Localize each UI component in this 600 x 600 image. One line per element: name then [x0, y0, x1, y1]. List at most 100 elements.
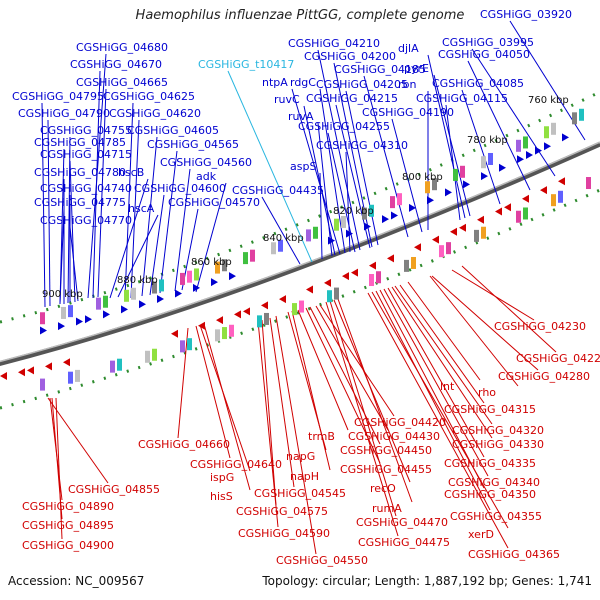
reverse-gene-label[interactable]: CGSHiGG_04330 — [452, 438, 544, 451]
reverse-gene-label[interactable]: CGSHiGG_04225 — [516, 352, 600, 365]
forward-gene-label[interactable]: CGSHiGG_04790 — [18, 107, 110, 120]
reverse-gene-label[interactable]: CGSHiGG_04320 — [452, 424, 544, 437]
cog-block — [222, 327, 227, 340]
forward-gene-label[interactable]: CGSHiGG_04205 — [316, 78, 408, 91]
reverse-gene-label[interactable]: CGSHiGG_04430 — [348, 430, 440, 443]
forward-gene-label[interactable]: CGSHiGG_04115 — [416, 92, 508, 105]
reverse-gene-label[interactable]: hisS — [210, 490, 233, 503]
forward-gene-label[interactable]: CGSHiGG_04560 — [160, 156, 252, 169]
forward-gene-label-leader — [391, 118, 423, 233]
forward-gene-label-leader — [149, 194, 165, 296]
forward-gene-label[interactable]: rdgC — [290, 76, 316, 89]
forward-gene-label[interactable]: CGSHiGG_04570 — [168, 196, 260, 209]
reverse-gene-label[interactable]: CGSHiGG_04340 — [448, 476, 540, 489]
reverse-gene-label[interactable]: CGSHiGG_04475 — [358, 536, 450, 549]
forward-gene-label[interactable]: CGSHiGG_04310 — [316, 139, 408, 152]
reverse-gene-label[interactable]: lnt — [440, 380, 455, 393]
kbp-tick-label: 780 kbp — [467, 135, 508, 146]
reverse-gene-label[interactable]: CGSHiGG_04355 — [450, 510, 542, 523]
forward-gene-label[interactable]: ntpA — [262, 76, 288, 89]
forward-gene-label[interactable]: CGSHiGG_04565 — [147, 138, 239, 151]
forward-gene-label[interactable]: pyrE — [404, 62, 429, 75]
reverse-gene-arrow — [540, 186, 547, 195]
forward-gene-label[interactable]: CGSHiGG_03995 — [442, 36, 534, 49]
reverse-gene-label[interactable]: CGSHiGG_04420 — [354, 416, 446, 429]
forward-gene-label[interactable]: ruvC — [274, 93, 300, 106]
reverse-gene-label-leader — [379, 289, 485, 489]
forward-gene-label[interactable]: CGSHiGG_04185 — [334, 63, 426, 76]
reverse-gene-label[interactable]: CGSHiGG_04335 — [444, 457, 536, 470]
forward-gene-label-leader — [59, 208, 65, 304]
reverse-gene-label[interactable]: rumA — [372, 502, 402, 515]
forward-gene-label[interactable]: aspS — [290, 160, 316, 173]
forward-gene-label[interactable]: rbn — [398, 78, 417, 91]
cog-block — [362, 207, 367, 220]
forward-gene-label[interactable]: CGSHiGG_04050 — [438, 48, 530, 61]
reverse-gene-label[interactable]: CGSHiGG_04365 — [468, 548, 560, 561]
forward-gene-label[interactable]: CGSHiGG_04670 — [70, 58, 162, 71]
reverse-gene-label[interactable]: CGSHiGG_04315 — [444, 403, 536, 416]
reverse-gene-label[interactable]: CGSHiGG_04575 — [236, 505, 328, 518]
forward-gene-label[interactable]: CGSHiGG_04255 — [298, 120, 390, 133]
forward-gene-label[interactable]: CGSHiGG_04770 — [40, 214, 132, 227]
reverse-gene-arrow — [198, 321, 205, 330]
reverse-gene-label[interactable]: xerD — [468, 528, 494, 541]
reverse-gene-label[interactable]: napH — [290, 470, 319, 483]
forward-gene-label-leader — [69, 226, 79, 302]
forward-gene-label[interactable]: hscA — [128, 202, 155, 215]
forward-gene-label[interactable]: CGSHiGG_04620 — [109, 107, 201, 120]
forward-gene-label[interactable]: djlA — [398, 42, 419, 55]
forward-gene-label[interactable]: CGSHiGG_04715 — [40, 148, 132, 161]
forward-gene-label[interactable]: CGSHiGG_04190 — [362, 106, 454, 119]
forward-gene-label[interactable]: CGSHiGG_04785 — [34, 136, 126, 149]
forward-gene-label[interactable]: CGSHiGG_04435 — [232, 184, 324, 197]
reverse-gene-label[interactable]: rho — [478, 386, 496, 399]
reverse-gene-label[interactable]: CGSHiGG_04590 — [238, 527, 330, 540]
forward-gene-label[interactable]: adk — [196, 170, 217, 183]
forward-gene-label[interactable]: CGSHiGG_04625 — [103, 90, 195, 103]
reverse-gene-label[interactable]: CGSHiGG_04280 — [498, 370, 590, 383]
forward-gene-label[interactable]: ruvA — [288, 110, 314, 123]
reverse-gene-label[interactable]: CGSHiGG_04890 — [22, 500, 114, 513]
reverse-gene-label[interactable]: CGSHiGG_04455 — [340, 463, 432, 476]
forward-gene-label[interactable]: CGSHiGG_04085 — [432, 77, 524, 90]
forward-gene-label[interactable]: CGSHiGG_04215 — [306, 92, 398, 105]
reverse-gene-label-leader — [257, 320, 279, 528]
cog-block — [278, 239, 283, 252]
forward-gene-label[interactable]: CGSHiGG_04755 — [40, 124, 132, 137]
reverse-gene-arrow — [324, 278, 331, 287]
forward-gene-label[interactable]: CGSHiGG_04605 — [127, 124, 219, 137]
reverse-gene-label[interactable]: CGSHiGG_04450 — [340, 444, 432, 457]
forward-gene-label[interactable]: CGSHiGG_04740 — [40, 182, 132, 195]
reverse-gene-label[interactable]: CGSHiGG_04550 — [276, 554, 368, 567]
forward-gene-label[interactable]: CGSHiGG_04600 — [134, 182, 226, 195]
forward-gene-label[interactable]: CGSHiGG_04665 — [76, 76, 168, 89]
forward-gene-label[interactable]: CGSHiGG_04780 — [34, 166, 126, 179]
reverse-gene-label[interactable]: CGSHiGG_04855 — [68, 483, 160, 496]
trna-gene-label[interactable]: CGSHiGG_t10417 — [198, 58, 294, 71]
forward-gene-label[interactable]: CGSHiGG_04680 — [76, 41, 168, 54]
forward-gene-label[interactable]: CGSHiGG_03920 — [480, 8, 572, 21]
genome-backbone — [0, 141, 600, 366]
reverse-gene-label-leader — [394, 285, 493, 425]
forward-gene-label[interactable]: CGSHiGG_04795 — [12, 90, 104, 103]
forward-gene-label[interactable]: hscB — [118, 166, 144, 179]
reverse-gene-label[interactable]: CGSHiGG_04350 — [444, 488, 536, 501]
forward-gene-label[interactable]: CGSHiGG_04200 — [304, 50, 396, 63]
reverse-gene-label[interactable]: CGSHiGG_04900 — [22, 539, 114, 552]
cog-block — [180, 272, 185, 285]
reverse-gene-label[interactable]: CGSHiGG_04545 — [254, 487, 346, 500]
forward-gene-label[interactable]: CGSHiGG_04210 — [288, 37, 380, 50]
reverse-gene-label[interactable]: CGSHiGG_04895 — [22, 519, 114, 532]
cog-block — [152, 281, 157, 294]
forward-gene-label[interactable]: CGSHiGG_04775 — [34, 196, 126, 209]
reverse-gene-label[interactable]: recO — [370, 482, 396, 495]
reverse-gene-label[interactable]: CGSHiGG_04470 — [356, 516, 448, 529]
reverse-gene-label[interactable]: CGSHiGG_04230 — [494, 320, 586, 333]
reverse-gene-label[interactable]: CGSHiGG_04660 — [138, 438, 230, 451]
reverse-gene-label[interactable]: napG — [286, 450, 315, 463]
reverse-gene-label[interactable]: trmB — [308, 430, 335, 443]
reverse-gene-arrow — [243, 307, 250, 316]
reverse-gene-label[interactable]: CGSHiGG_04640 — [190, 458, 282, 471]
reverse-gene-label[interactable]: ispG — [210, 471, 234, 484]
